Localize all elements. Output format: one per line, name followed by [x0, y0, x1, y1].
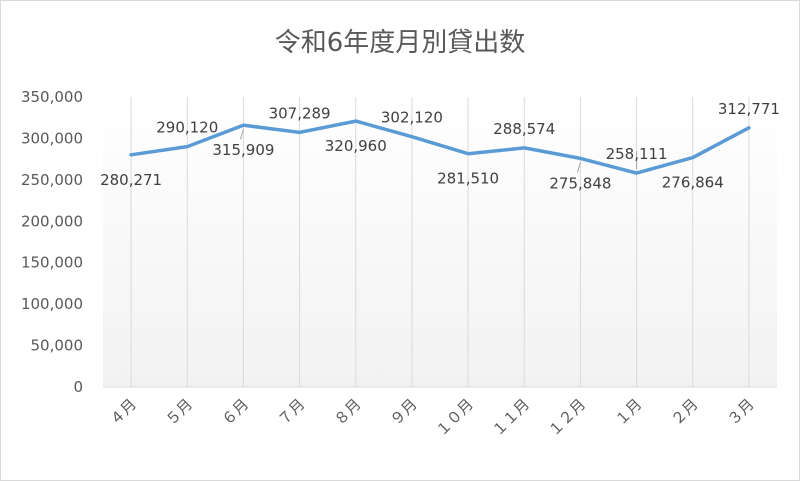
leader-lines: [239, 129, 638, 173]
y-tick-label: 200,000: [21, 212, 83, 230]
x-tick-label: ４月: [106, 395, 140, 429]
data-label: 320,960: [325, 137, 387, 155]
data-label: 307,289: [269, 104, 331, 122]
data-label: 312,771: [718, 100, 780, 118]
data-label: 288,574: [493, 120, 555, 138]
data-label: 281,510: [437, 170, 499, 188]
data-label: 276,864: [662, 174, 724, 192]
leader-line: [576, 162, 581, 173]
data-labels: 280,271 290,120 315,909 307,289 320,960 302,1…: [100, 100, 780, 193]
x-tick-label: ８月: [331, 395, 365, 429]
x-tick-label: ２月: [668, 395, 702, 429]
x-tick-label: １２月: [545, 395, 590, 440]
x-tick-label: １月: [611, 395, 645, 429]
data-label: 280,271: [100, 171, 162, 189]
data-label: 275,848: [549, 174, 611, 192]
x-tick-label: ５月: [162, 395, 196, 429]
x-tick-label: ７月: [274, 395, 308, 429]
data-label: 258,111: [606, 145, 668, 163]
y-axis-ticks: 0 50,000 100,000 150,000 200,000 250,000 300,0…: [21, 88, 83, 396]
y-tick-label: 300,000: [21, 129, 83, 147]
data-label: 290,120: [156, 119, 218, 137]
data-label: 302,120: [381, 109, 443, 127]
series-line: [129, 119, 751, 175]
y-tick-label: 250,000: [21, 171, 83, 189]
x-axis-ticks: ４月 ５月 ６月 ７月 ８月 ９月 １０月 １１月 １２月 １月 ２月 ３月: [106, 395, 758, 440]
y-tick-label: 0: [73, 378, 83, 396]
x-tick-label: １０月: [432, 395, 477, 440]
x-tick-label: １１月: [489, 395, 534, 440]
y-tick-label: 150,000: [21, 254, 83, 272]
y-tick-label: 50,000: [31, 337, 84, 355]
y-tick-label: 350,000: [21, 88, 83, 106]
gridlines: [103, 97, 777, 388]
leader-line: [239, 129, 244, 140]
x-tick-label: ９月: [387, 395, 421, 429]
chart-title: 令和6年度月別貸出数: [275, 28, 526, 58]
x-tick-label: ３月: [724, 395, 758, 429]
x-tick-label: ６月: [218, 395, 252, 429]
data-label: 315,909: [212, 141, 274, 159]
y-tick-label: 100,000: [21, 295, 83, 313]
